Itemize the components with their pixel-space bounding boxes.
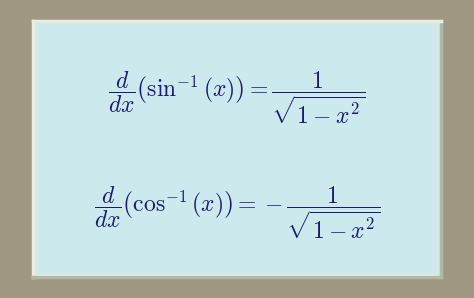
Text: $\dfrac{d}{dx}\left(\cos^{-1}(x)\right) = -\dfrac{1}{\sqrt{1-x^2}}$: $\dfrac{d}{dx}\left(\cos^{-1}(x)\right) … — [94, 185, 380, 241]
Text: $\dfrac{d}{dx}\left(\sin^{-1}(x)\right) = \dfrac{1}{\sqrt{1-x^2}}$: $\dfrac{d}{dx}\left(\sin^{-1}(x)\right) … — [109, 69, 365, 126]
